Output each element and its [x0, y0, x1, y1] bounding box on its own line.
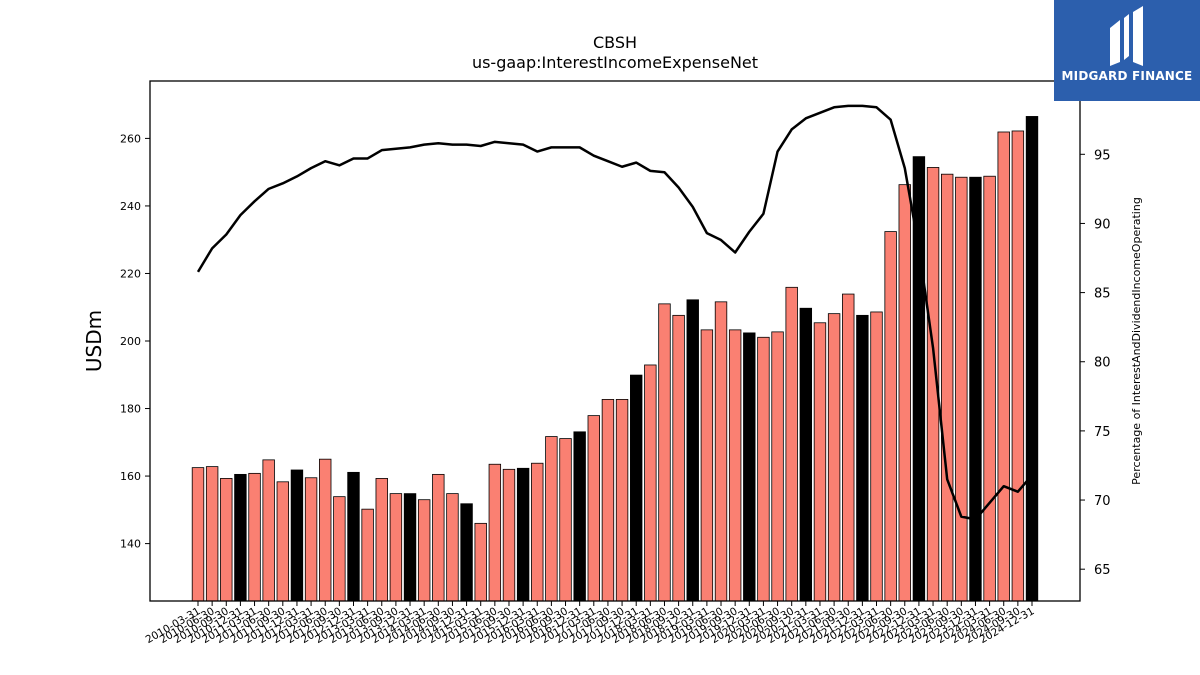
bar: [417, 499, 431, 602]
bar: [771, 331, 784, 602]
bar: [460, 503, 473, 602]
y-right-tick-label: 80: [1094, 356, 1111, 371]
bar: [955, 176, 968, 602]
y-axis-label-right: Percentage of InterestAndDividendIncomeO…: [1130, 197, 1143, 485]
bar: [587, 415, 600, 602]
bar: [432, 473, 445, 602]
y-tick-label: 160: [120, 470, 141, 483]
bar: [743, 332, 756, 602]
bar: [389, 493, 403, 602]
bar: [1011, 130, 1025, 602]
bar: [573, 431, 586, 602]
logo-text: MIDGARD FINANCE: [1061, 69, 1193, 83]
bar: [672, 314, 685, 602]
bar: [375, 478, 388, 602]
bar: [1025, 116, 1039, 602]
bar: [488, 463, 502, 602]
chart-subtitle: us-gaap:InterestIncomeExpenseNet: [472, 53, 758, 72]
logo: MIDGARD FINANCE: [1054, 0, 1200, 101]
bar: [474, 522, 487, 602]
bar: [870, 311, 883, 602]
y-axis-label: USDm: [82, 310, 106, 372]
bar: [290, 469, 304, 602]
bar: [516, 467, 530, 602]
bar: [615, 399, 629, 602]
bar: [276, 481, 290, 602]
y-right-tick-label: 95: [1094, 148, 1111, 163]
bar: [686, 299, 699, 602]
bar: [347, 471, 360, 602]
bar: [644, 364, 657, 602]
bar: [757, 336, 770, 602]
right-axis: 65 70 75 80 85 90 95: [1080, 148, 1111, 578]
y-tick-label: 220: [120, 267, 141, 280]
midgard-m-icon: [1110, 6, 1143, 66]
bar: [785, 286, 798, 602]
plot-frame: [149, 80, 1081, 602]
bar: [531, 462, 544, 602]
bar: [983, 175, 996, 602]
bar: [262, 459, 275, 602]
bar: [969, 176, 982, 602]
bar: [714, 301, 728, 602]
bar: [205, 466, 219, 602]
y-tick-label: 240: [120, 200, 141, 213]
bar: [361, 508, 374, 602]
bar: [799, 307, 813, 602]
bar: [403, 493, 417, 602]
bar: [304, 477, 318, 602]
bar: [559, 438, 572, 602]
bar: [658, 303, 671, 602]
bar: [191, 467, 205, 602]
y-right-tick-label: 85: [1094, 287, 1111, 302]
bar: [856, 314, 869, 602]
bar: [630, 374, 643, 602]
bar: [220, 478, 233, 602]
bar: [842, 293, 855, 602]
y-tick-label: 180: [120, 403, 141, 416]
y-right-tick-label: 65: [1094, 563, 1111, 578]
y-tick-label: 200: [120, 335, 141, 348]
bar: [728, 329, 742, 602]
bar: [234, 473, 247, 602]
x-axis: 2010-03-312010-06-302010-09-302010-12-31…: [144, 601, 1037, 646]
y-tick-label: 260: [120, 132, 141, 145]
left-axis: 140 160 180 200 220 240 260: [120, 132, 150, 551]
y-right-tick-label: 75: [1094, 425, 1111, 440]
bar: [827, 313, 841, 602]
bar: [601, 399, 615, 602]
y-right-tick-label: 90: [1094, 217, 1111, 232]
chart-title: CBSH: [593, 33, 637, 52]
bar: [446, 493, 459, 602]
line-group: [196, 104, 1033, 521]
bar: [898, 184, 911, 602]
bar: [997, 131, 1010, 602]
bar: [813, 322, 827, 602]
bar: [502, 468, 516, 602]
series-line: [196, 104, 1033, 521]
y-tick-label: 140: [120, 538, 141, 551]
bar: [700, 329, 714, 602]
bars-group: [191, 116, 1039, 602]
bar: [545, 436, 558, 602]
bar: [248, 472, 261, 602]
bar: [333, 496, 346, 602]
bar: [940, 173, 954, 602]
y-right-tick-label: 70: [1094, 494, 1111, 509]
bar: [884, 231, 897, 602]
bar: [319, 458, 332, 602]
